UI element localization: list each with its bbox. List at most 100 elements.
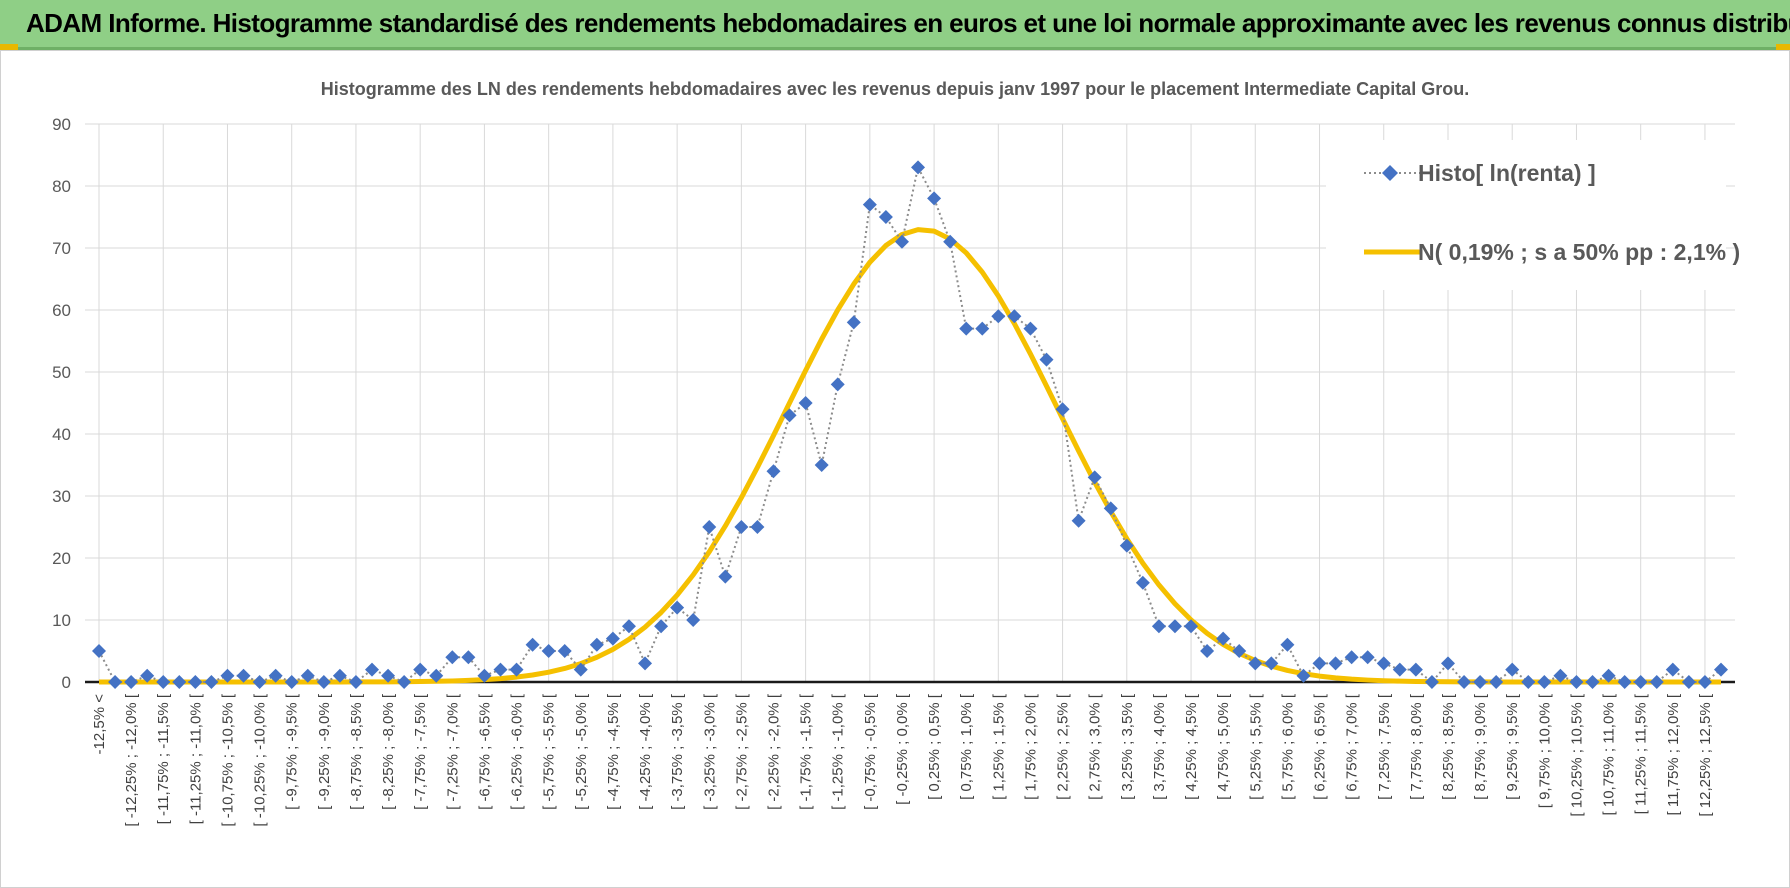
histo-point [1697,675,1712,689]
histo-point [1617,675,1632,689]
histo-point [1392,662,1407,677]
x-tick-label: [ 1,75% ; 2,0% [ [1022,693,1039,800]
histo-point [589,637,604,652]
x-tick-label: [ -6,75% ; -6,5% [ [476,693,493,810]
histo-point [830,377,845,392]
histo-point [1119,538,1134,553]
histo-point [1232,644,1247,658]
histo-point [1408,662,1423,677]
grid-lines [85,123,1735,683]
histo-point [1440,656,1455,671]
histo-point [814,458,829,472]
legend: Histo[ ln(renta) ] N( 0,19% ; s a 50% pp … [1326,140,1740,290]
histo-point [686,613,701,627]
histo-point [236,668,251,683]
y-tick-label: 40 [52,425,71,444]
y-tick-label: 30 [52,487,71,506]
histo-point [1569,675,1584,689]
x-tick-label: [ -11,25% ; -11,0% [ [187,693,204,824]
histo-point [654,619,669,634]
histo-point [862,197,877,212]
histo-point [798,396,813,410]
histo-point [1135,575,1150,590]
histo-series [92,160,1728,689]
histo-point [1473,675,1488,689]
histo-point [1505,662,1520,677]
histo-point [1280,637,1295,652]
x-tick-label: [ 0,75% ; 1,0% [ [958,693,975,800]
legend-background [1326,140,1726,290]
histo-point [1200,644,1215,658]
x-tick-label: [ 7,25% ; 7,5% [ [1376,693,1393,800]
histo-point [509,662,524,677]
histo-point [894,234,909,249]
x-tick-label: [ 0,25% ; 0,5% [ [926,693,943,800]
x-tick-label: [ 9,25% ; 9,5% [ [1504,693,1521,800]
histo-point [1184,619,1199,634]
histo-point [300,668,315,683]
x-tick-label: [ 5,25% ; 5,5% [ [1247,693,1264,800]
x-tick-label: -12,5% < [91,694,108,755]
x-tick-label: [ 12,25% ; 12,5% [ [1697,693,1714,816]
x-tick-label: [ 9,75% ; 10,0% [ [1536,693,1553,808]
x-tick-label: [ -10,75% ; -10,5% [ [219,693,236,826]
histo-point [670,600,685,615]
x-tick-label: [ -4,25% ; -4,0% [ [637,693,654,810]
x-tick-label: [ -7,75% ; -7,5% [ [412,693,429,810]
histo-point [493,662,508,677]
histo-point [541,644,556,658]
histo-point [1007,309,1022,324]
legend-histo-marker [1382,165,1398,181]
y-tick-label: 10 [52,611,71,630]
histo-point [268,668,283,683]
histo-point [1553,668,1568,683]
histo-point [316,675,331,689]
histo-point [943,234,958,249]
x-tick-label: [ -10,25% ; -10,0% [ [252,693,269,826]
x-tick-label: [ -11,75% ; -11,5% [ [155,693,172,824]
histo-point [1633,675,1648,689]
histo-point [284,675,299,689]
histo-point [365,662,380,677]
histo-point [1714,662,1728,677]
y-axis-ticks: 0 10 20 30 40 50 60 70 80 90 [52,115,71,692]
histo-point [397,675,412,689]
x-tick-label: [ -8,75% ; -8,5% [ [348,693,365,810]
x-tick-label: [ 3,25% ; 3,5% [ [1119,693,1136,800]
histo-point [1328,656,1343,671]
x-tick-label: [ 8,75% ; 9,0% [ [1472,693,1489,800]
x-tick-label: [ -7,25% ; -7,0% [ [444,693,461,810]
x-tick-label: [ 3,75% ; 4,0% [ [1151,693,1168,800]
histo-point [445,650,460,665]
histo-point [557,644,572,658]
histo-point [381,668,396,683]
histo-point [1537,675,1552,689]
x-tick-label: [ -5,25% ; -5,0% [ [573,693,590,810]
chart-title: Histogramme des LN des rendements hebdom… [321,79,1469,99]
histo-point [1681,675,1696,689]
banner-accent-left [0,44,18,50]
histo-point [188,675,203,689]
histo-point [975,321,990,336]
normal-curve-series [99,227,1721,685]
legend-normal-label: N( 0,19% ; s a 50% pp : 2,1% ) [1418,239,1740,265]
x-tick-label: [ -2,75% ; -2,5% [ [733,693,750,810]
histo-point [1665,662,1680,677]
banner-title: ADAM Informe. Histogramme standardisé de… [26,8,1790,38]
histo-point [140,668,155,683]
histo-point [1312,656,1327,671]
y-tick-label: 20 [52,549,71,568]
legend-histo-label: Histo[ ln(renta) ] [1418,160,1596,186]
histo-point [734,520,749,534]
title-banner: ADAM Informe. Histogramme standardisé de… [0,0,1790,50]
x-tick-label: [ 7,75% ; 8,0% [ [1408,693,1425,800]
x-tick-label: [ 2,75% ; 3,0% [ [1087,693,1104,800]
histo-point [332,668,347,683]
x-tick-label: [ 6,25% ; 6,5% [ [1312,693,1329,800]
histo-point [878,210,893,224]
histo-point [204,675,219,689]
x-tick-label: [ 4,25% ; 4,5% [ [1183,693,1200,800]
x-tick-label: [ -3,75% ; -3,5% [ [669,693,686,810]
histo-point [1216,631,1231,646]
x-tick-label: [ -3,25% ; -3,0% [ [701,693,718,810]
